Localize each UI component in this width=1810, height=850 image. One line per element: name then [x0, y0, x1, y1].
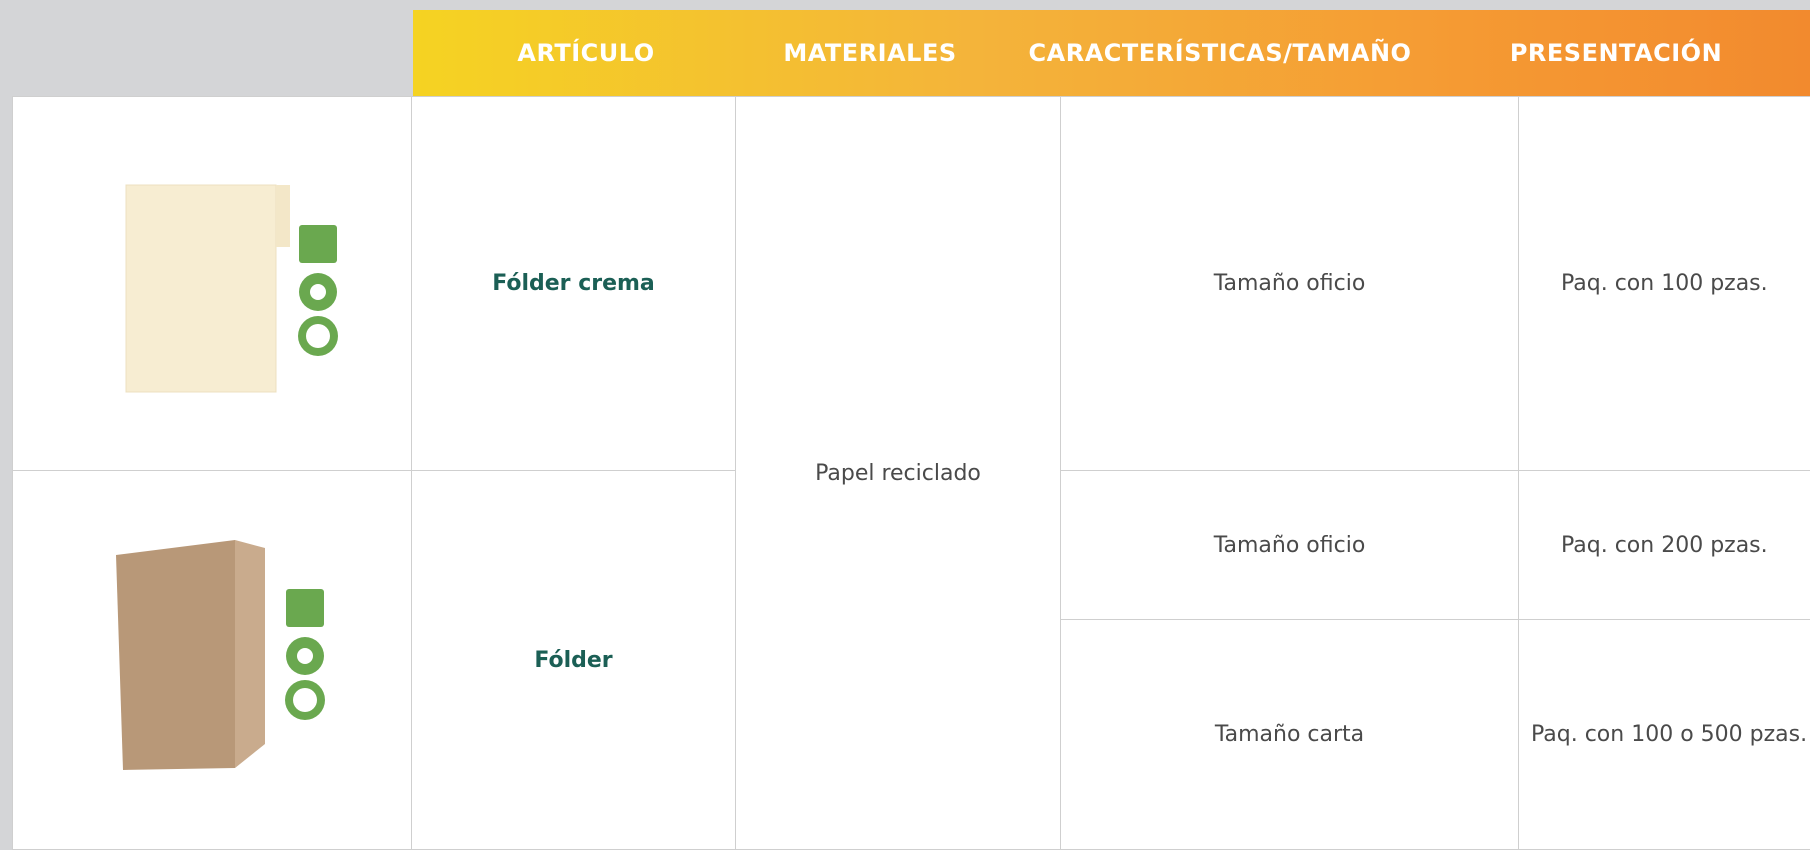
material-cell: Papel reciclado — [735, 96, 1061, 850]
header-label: MATERIALES — [783, 39, 957, 67]
header-label: ARTÍCULO — [517, 39, 655, 67]
size-cell: Tamaño oficio — [1060, 470, 1519, 620]
header-label: PRESENTACIÓN — [1509, 39, 1723, 67]
presentation-cell: Paq. con 100 pzas. — [1518, 96, 1810, 471]
header-bar — [413, 10, 1810, 96]
image-cell — [12, 96, 412, 471]
size-cell: Tamaño carta — [1060, 619, 1519, 850]
folder-image — [116, 540, 325, 770]
folder-image — [125, 184, 338, 393]
header-label: CARACTERÍSTICAS/TAMAÑO — [1028, 39, 1412, 67]
presentation-cell: Paq. con 100 o 500 pzas. — [1518, 619, 1810, 850]
article-cell: Fólder crema — [411, 96, 736, 471]
presentation-cell: Paq. con 200 pzas. — [1518, 470, 1810, 620]
image-cell — [12, 470, 412, 850]
article-cell: Fólder — [411, 470, 736, 850]
size-cell: Tamaño oficio — [1060, 96, 1519, 471]
